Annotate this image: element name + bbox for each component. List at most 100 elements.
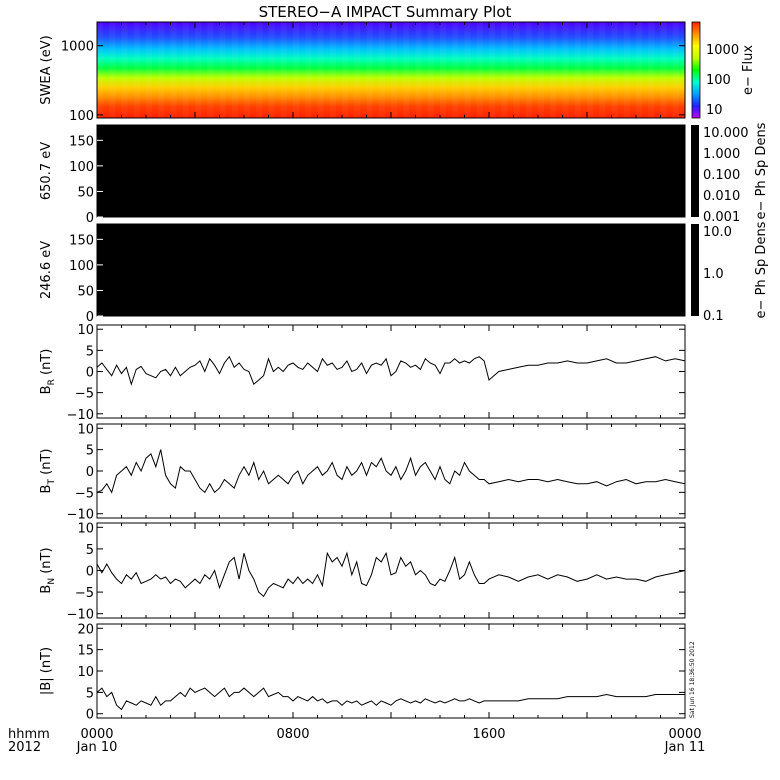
pad-spectrogram-pad246 [97,224,685,316]
y-axis-label-sub: R [47,379,57,385]
x-tick-label-time: 1600 [472,727,505,742]
y-tick-label: 1000 [61,40,94,55]
y-tick-label: 100 [69,160,94,175]
swea-spectrogram [97,22,685,118]
swea-stripe [672,22,679,118]
swea-stripe [525,22,532,118]
y-axis-label-main: |B| (nT) [39,647,54,695]
series-line-bn [96,551,686,598]
y-tick-label: −5 [75,486,94,501]
colorbar-tick-label: 1.0 [703,267,724,282]
swea-stripe [427,22,434,118]
colorbar-tick-label: 0.100 [703,168,740,183]
y-tick-label: 150 [69,134,94,149]
time-unit-label: hhmm [8,727,50,742]
swea-stripe [501,22,508,118]
y-tick-label: 0 [86,708,94,723]
flux-colorbar [691,21,701,119]
panel-pad246: 10.0 1.0 0.1 e− Ph Sp Dens 0 50 100 150 246.6 eV [39,221,769,325]
colorbar-tick-label: 0.001 [703,210,740,225]
y-axis-label-sub: T [47,479,57,486]
swea-stripe [293,22,300,118]
swea-stripe [636,22,643,118]
y-axis-label: BR (nT) [39,349,57,395]
figure-title: STEREO−A IMPACT Summary Plot [259,3,512,21]
swea-stripe [170,22,177,118]
y-tick-label: 10 [77,422,94,437]
y-tick-label: −10 [67,608,94,623]
y-axis-label-main: B [39,585,54,594]
swea-stripe [366,22,373,118]
pad-spectrogram-pad650 [97,125,685,217]
swea-stripe [133,22,140,118]
colorbar-tick-label: 10.0 [703,225,732,240]
y-tick-label: 50 [77,185,94,200]
swea-stripe [195,22,202,118]
y-axis-label: BT (nT) [39,449,57,494]
swea-stripe [97,22,104,118]
swea-stripe [268,22,275,118]
swea-stripe [121,22,128,118]
y-tick-label: 50 [77,284,94,299]
y-tick-label: 0 [86,366,94,381]
x-tick-label-time: 0800 [276,727,309,742]
swea-stripe [452,22,459,118]
swea-stripe [611,22,618,118]
pad-colorbar [691,125,699,217]
y-axis-label: 246.6 eV [39,241,54,299]
swea-stripe [562,22,569,118]
y-axis-label-sub: N [47,578,57,585]
swea-stripe [329,22,336,118]
y-tick-label: 100 [69,259,94,274]
y-axis-label: |B| (nT) [39,647,54,695]
x-tick-label-date: Jan 10 [76,740,118,755]
swea-stripe [550,22,557,118]
panel-bn: −10 −5 0 5 10 BN (nT) [39,521,686,623]
colorbar-tick-label: 1.000 [703,147,740,162]
swea-stripe [182,22,189,118]
y-tick-label: 10 [77,665,94,680]
series-line-bt [96,449,686,494]
colorbar-label: e− Flux [741,45,756,95]
y-tick-label: 0 [86,211,94,226]
y-tick-label: −10 [67,508,94,523]
y-tick-label: 0 [86,565,94,580]
y-tick-label: 5 [86,686,94,701]
swea-stripe [440,22,447,118]
swea-stripe [231,22,238,118]
swea-stripe [280,22,287,118]
swea-stripe [660,22,667,118]
swea-stripe [538,22,545,118]
x-tick-label-date: Jan 11 [664,740,706,755]
panel-bt: −10 −5 0 5 10 BT (nT) [39,422,686,523]
pad-colorbar [691,224,699,316]
swea-stripe [403,22,410,118]
swea-stripe [476,22,483,118]
colorbar-tick-label: 10 [706,103,723,118]
swea-stripe [574,22,581,118]
swea-stripe [587,22,594,118]
colorbar-tick-label: 0.1 [703,309,724,324]
swea-stripe [599,22,606,118]
x-tick-label-time: 0000 [668,727,701,742]
swea-stripe [648,22,655,118]
swea-stripe [342,22,349,118]
y-tick-label: 10 [77,521,94,536]
y-axis-label-unit: (nT) [39,349,54,379]
colorbar-tick-label: 100 [706,73,731,88]
y-tick-label: 150 [69,233,94,248]
panel-frame [96,522,686,619]
swea-stripe [219,22,226,118]
y-tick-label: 5 [86,344,94,359]
y-tick-label: 5 [86,444,94,459]
swea-stripe [305,22,312,118]
year-label: 2012 [8,740,41,755]
colorbar-tick-label: 10.000 [703,126,749,141]
colorbar-tick-label: 1000 [706,43,739,58]
y-axis-label: 650.7 eV [39,142,54,200]
y-tick-label: 0 [86,465,94,480]
